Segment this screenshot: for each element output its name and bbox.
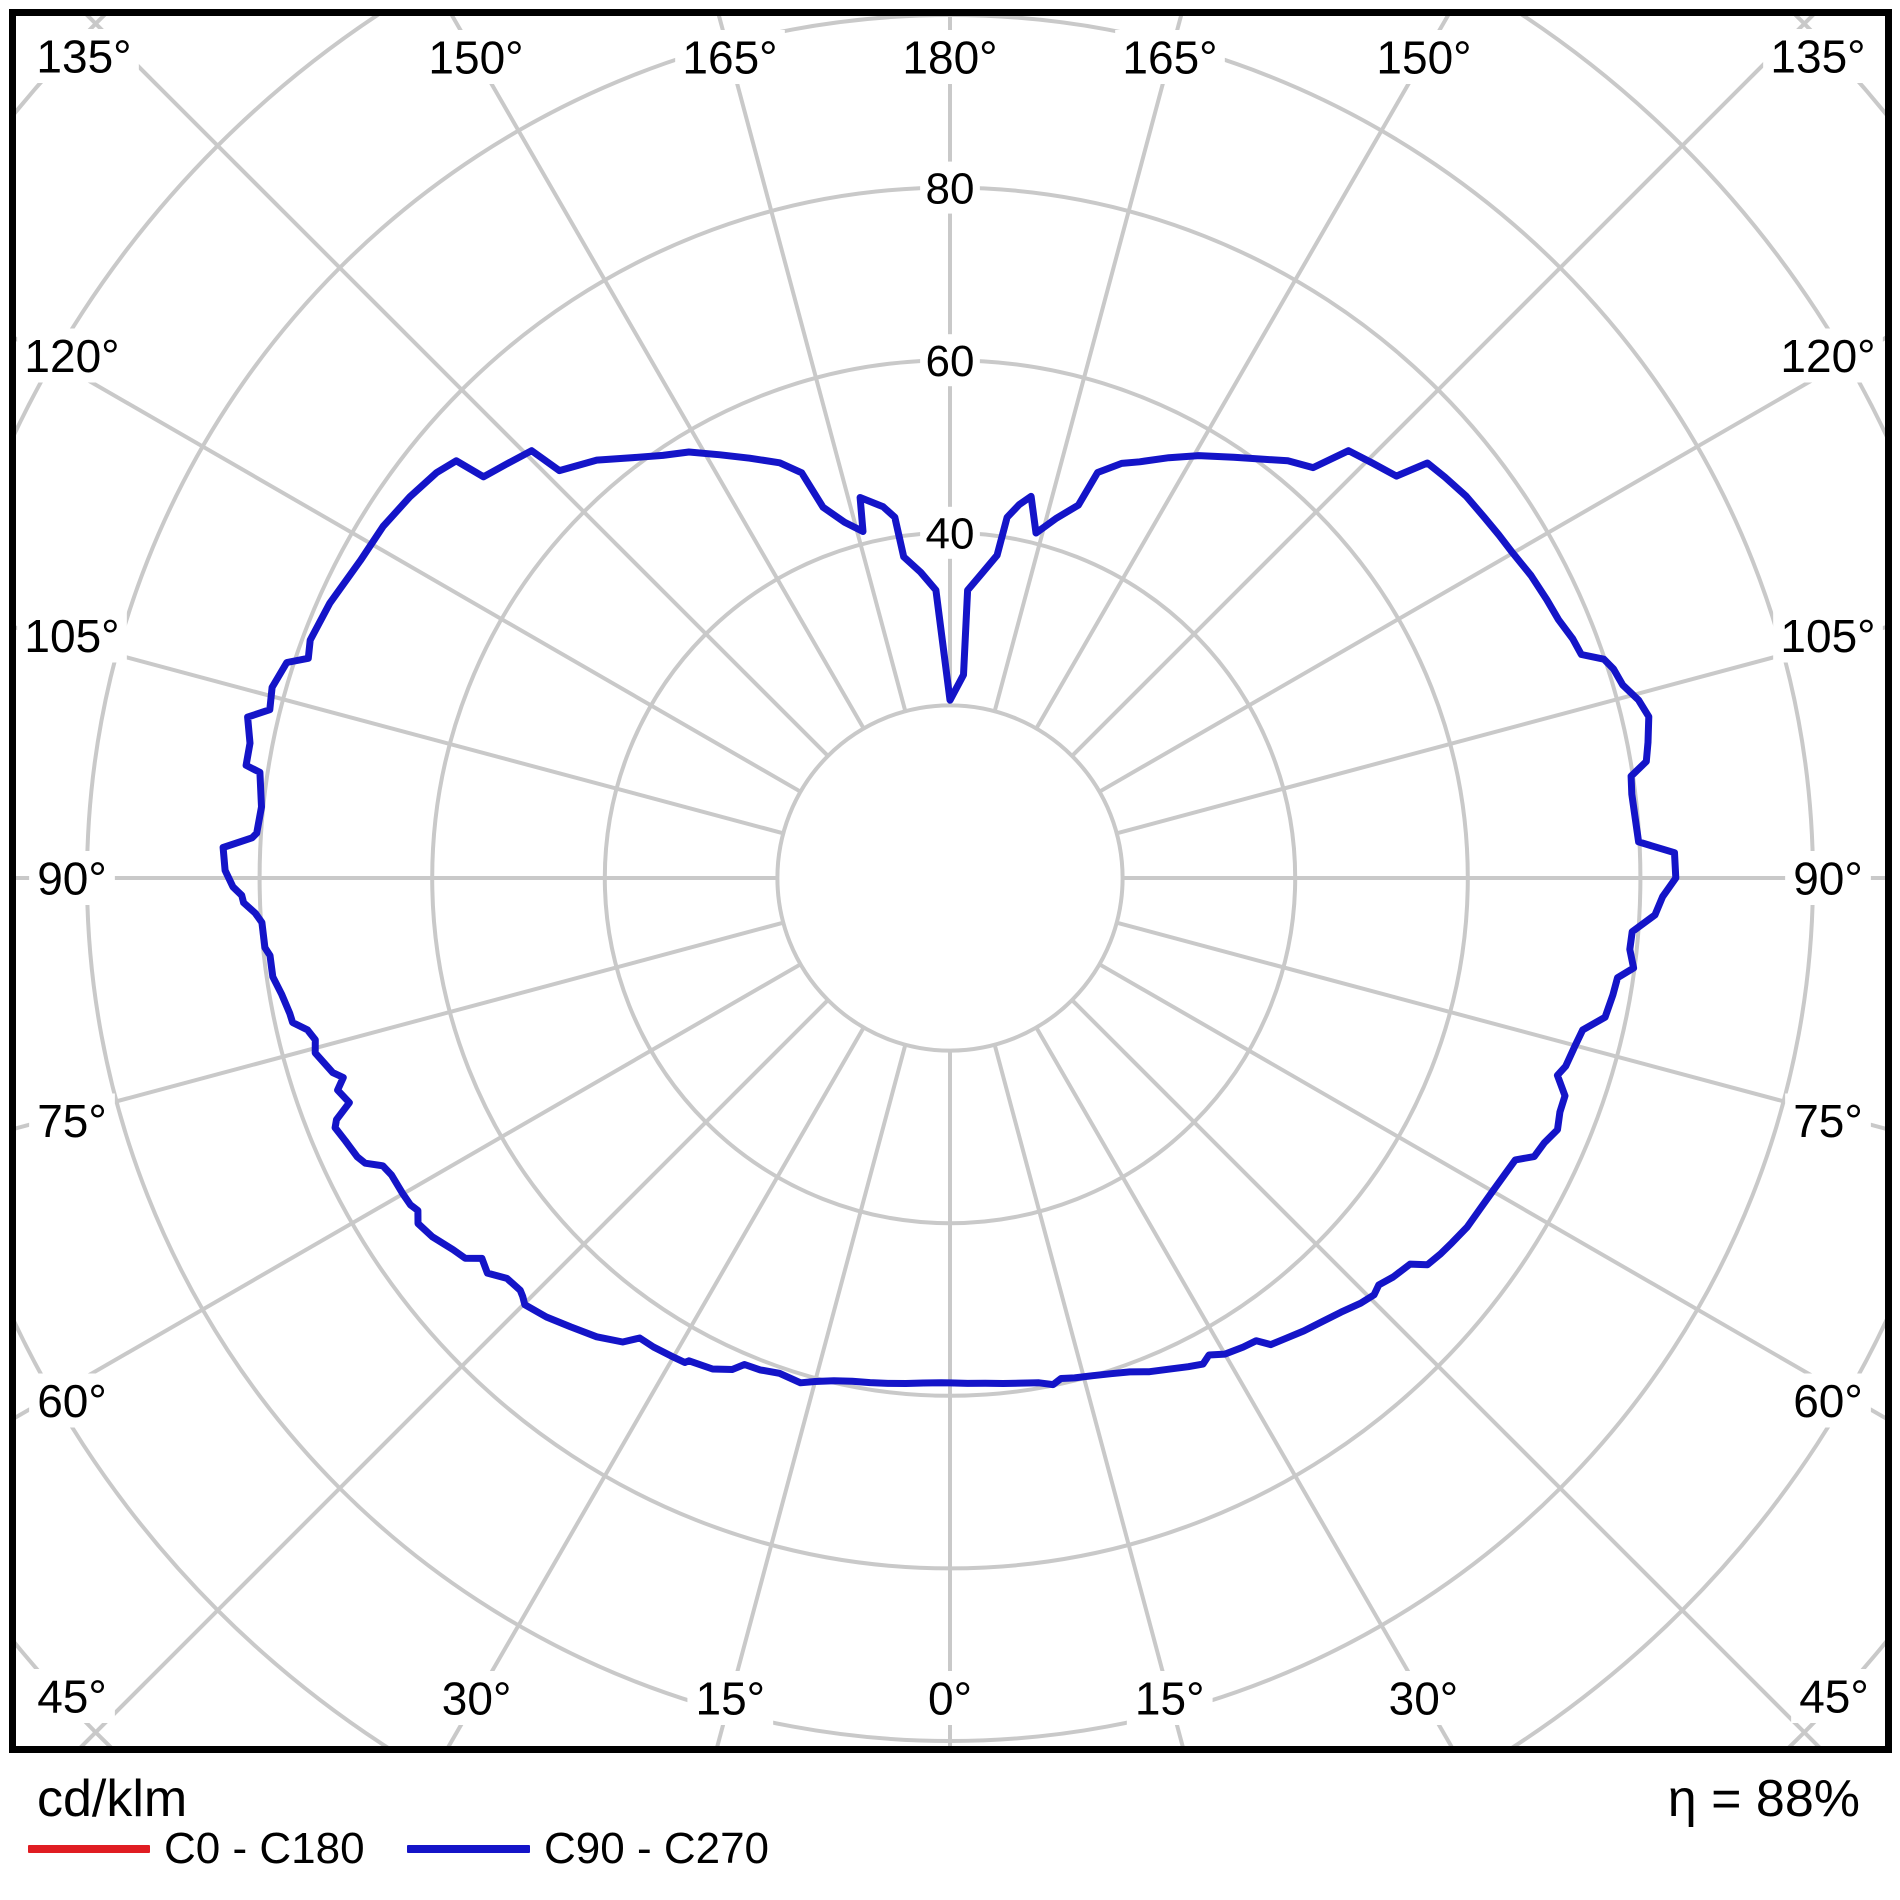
angle-label-0-halo (919, 1671, 981, 1725)
angle-label--120: 120° (24, 330, 119, 382)
c0-c180-line-swatch (28, 1845, 150, 1853)
grid-spoke--75 (16, 920, 784, 1131)
angle-label--90-halo (29, 851, 115, 905)
grid-spoke--150 (450, 16, 866, 730)
angle-label-60: 60° (1793, 1375, 1863, 1427)
angle-label-75-halo (1785, 1093, 1871, 1148)
grid-spoke-165 (992, 16, 1184, 712)
angle-label--165-halo (675, 30, 785, 84)
grid-spoke-60 (1098, 962, 1885, 1421)
angle-label--45: 45° (37, 1671, 107, 1723)
grid-spoke--105 (16, 625, 784, 836)
angle-label--150-halo (421, 30, 531, 84)
angle-label-45-halo (1791, 1669, 1877, 1723)
angle-label--120-halo (17, 328, 127, 383)
angle-label--15: 15° (696, 1673, 766, 1725)
angle-label-90-halo (1785, 851, 1871, 905)
grid-spoke-15 (992, 1044, 1185, 1746)
angle-label-120-halo (1773, 328, 1883, 383)
grid-spoke-105 (1116, 625, 1885, 836)
angle-label--60-halo (29, 1373, 115, 1428)
grid-spoke-45 (1070, 998, 1821, 1746)
angle-label-150: 150° (1376, 32, 1471, 84)
angle-label--165: 165° (682, 32, 777, 84)
c90-c270-line-swatch (407, 1845, 530, 1853)
efficiency-value: η = 88% (1667, 1770, 1860, 1828)
grid-spoke--60 (16, 962, 802, 1420)
radial-label-40-halo (920, 506, 980, 559)
grid-spoke-120 (1098, 335, 1885, 794)
angle-label-0: 0° (928, 1673, 972, 1725)
radial-label-60-halo (920, 334, 980, 387)
grid-spoke--120 (16, 336, 802, 794)
angle-label-150-halo (1369, 30, 1479, 84)
plot-frame (9, 9, 1892, 1753)
grid-spoke-150 (1034, 16, 1450, 730)
angle-label-120: 120° (1780, 330, 1875, 382)
angle-label-105-halo (1773, 608, 1883, 663)
legend-item-c0-c180: C0 - C180 (28, 1824, 365, 1874)
legend-label-c90-c270: C90 - C270 (544, 1824, 770, 1873)
angle-label-135-halo (1763, 29, 1873, 83)
angle-label-105: 105° (1780, 610, 1875, 662)
angle-label-180-halo (895, 30, 1005, 84)
grid-spoke--30 (446, 1026, 866, 1746)
legend-item-c90-c270: C90 - C270 (407, 1824, 769, 1874)
grid-spoke--15 (715, 1044, 908, 1746)
radial-label-80-halo (920, 161, 980, 214)
unit-label: cd/klm (37, 1770, 188, 1828)
angle-label--15-halo (687, 1671, 774, 1725)
angle-label--30: 30° (442, 1673, 512, 1725)
angle-label--90: 90° (37, 853, 107, 905)
radial-label-40: 40 (926, 510, 975, 559)
grid-spoke-30 (1034, 1026, 1454, 1746)
angle-label--105: 105° (24, 610, 119, 662)
angle-label-135: 135° (1770, 31, 1865, 83)
angle-label-165: 165° (1122, 32, 1217, 84)
angle-label--30-halo (433, 1671, 520, 1725)
angle-label--105-halo (17, 608, 127, 663)
angle-label--135-halo (29, 29, 139, 83)
angle-label--75-halo (29, 1093, 115, 1148)
grid-spoke--165 (716, 16, 908, 712)
angle-label-45: 45° (1799, 1671, 1869, 1723)
angle-label--60: 60° (37, 1375, 107, 1427)
radial-label-60: 60 (926, 337, 975, 386)
angle-label-75: 75° (1793, 1095, 1863, 1147)
angle-label-30-halo (1380, 1671, 1467, 1725)
angle-label-15: 15° (1135, 1673, 1205, 1725)
angle-label-15-halo (1126, 1671, 1213, 1725)
grid-spoke-75 (1116, 920, 1885, 1131)
radial-label-80: 80 (926, 164, 975, 213)
grid-spoke--45 (79, 998, 830, 1746)
angle-label-165-halo (1115, 30, 1225, 84)
angle-label-90: 90° (1793, 853, 1863, 905)
grid-circle-20 (775, 703, 1125, 1053)
angle-label-180: 180° (902, 32, 997, 84)
curve-C90-C270 (219, 447, 1680, 1389)
angle-label--150: 150° (428, 32, 523, 84)
angle-label--45-halo (29, 1669, 115, 1723)
angle-label--135: 135° (36, 31, 131, 83)
angle-label-60-halo (1785, 1373, 1871, 1428)
angle-label--75: 75° (37, 1095, 107, 1147)
angle-label-30: 30° (1389, 1673, 1459, 1725)
legend-label-c0-c180: C0 - C180 (164, 1824, 365, 1873)
